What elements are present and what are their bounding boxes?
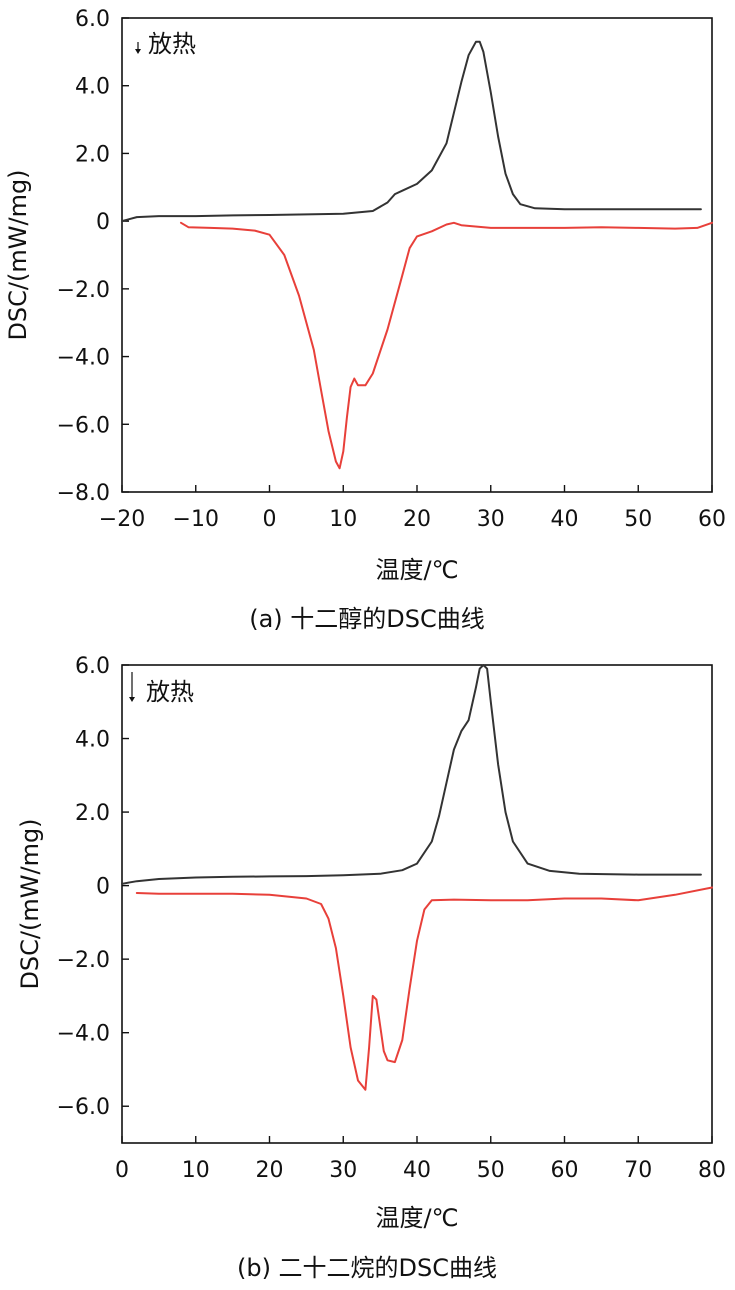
x-axis-title: 温度/℃ bbox=[375, 1204, 458, 1232]
y-tick-label: −6.0 bbox=[57, 413, 110, 438]
y-tick-label: 0 bbox=[96, 210, 110, 235]
chart-1: 0 10 20 30 40 50 60 70 80 6.0 4.0 2.0 0 −2.0 −4.0 −6.0 温… bbox=[16, 654, 726, 1282]
x-tick-label: 0 bbox=[263, 507, 277, 532]
y-tick-label: 0 bbox=[96, 875, 110, 900]
y-tick-label: −8.0 bbox=[57, 481, 110, 506]
x-tick-label: −10 bbox=[173, 507, 219, 532]
x-tick-label: 40 bbox=[551, 507, 579, 532]
exotherm-arrow-icon bbox=[129, 697, 135, 702]
chart-0: −20 −10 0 10 20 30 40 50 60 6.0 4.0 2.0 0 −2.0 −4.0 −6.… bbox=[4, 7, 726, 633]
x-tick-label: 50 bbox=[477, 1158, 505, 1183]
x-tick-label: 10 bbox=[182, 1158, 210, 1183]
y-tick-label: −4.0 bbox=[57, 346, 110, 371]
x-tick-label: 30 bbox=[329, 1158, 357, 1183]
x-tick-label: 80 bbox=[698, 1158, 726, 1183]
chart-caption: (b) 二十二烷的DSC曲线 bbox=[237, 1254, 497, 1282]
x-tick-label: 30 bbox=[477, 507, 505, 532]
exotherm-arrow-icon bbox=[135, 49, 141, 54]
y-axis-title: DSC/(mW/mg) bbox=[4, 169, 32, 340]
x-tick-label: 60 bbox=[698, 507, 726, 532]
x-tick-label: 20 bbox=[256, 1158, 284, 1183]
x-axis-title: 温度/℃ bbox=[375, 556, 458, 584]
x-tick-label: 10 bbox=[329, 507, 357, 532]
x-tick-label: 20 bbox=[403, 507, 431, 532]
plot-frame bbox=[121, 664, 713, 1144]
x-tick-label: 40 bbox=[403, 1158, 431, 1183]
y-tick-label: 6.0 bbox=[75, 7, 110, 32]
x-tick-label: 70 bbox=[624, 1158, 652, 1183]
x-tick-label: 0 bbox=[115, 1158, 129, 1183]
plot-frame bbox=[121, 17, 713, 493]
x-tick-label: −20 bbox=[99, 507, 145, 532]
x-tick-label: 50 bbox=[624, 507, 652, 532]
exotherm-annotation: 放热 bbox=[148, 30, 196, 58]
x-tick-label: 60 bbox=[551, 1158, 579, 1183]
exotherm-annotation: 放热 bbox=[146, 678, 194, 706]
heating-curve bbox=[121, 664, 702, 885]
y-tick-label: 4.0 bbox=[75, 728, 110, 753]
heating-curve bbox=[121, 40, 702, 223]
y-tick-label: 4.0 bbox=[75, 75, 110, 100]
y-tick-label: −2.0 bbox=[57, 278, 110, 303]
cooling-curve bbox=[180, 221, 713, 470]
cooling-curve bbox=[135, 886, 713, 1091]
y-tick-label: −6.0 bbox=[57, 1095, 110, 1120]
chart-caption: (a) 十二醇的DSC曲线 bbox=[249, 605, 485, 633]
y-tick-label: 2.0 bbox=[75, 801, 110, 826]
y-axis-title: DSC/(mW/mg) bbox=[16, 818, 44, 989]
y-tick-label: 2.0 bbox=[75, 142, 110, 167]
y-tick-label: −2.0 bbox=[57, 948, 110, 973]
y-tick-label: 6.0 bbox=[75, 654, 110, 679]
y-tick-label: −4.0 bbox=[57, 1022, 110, 1047]
